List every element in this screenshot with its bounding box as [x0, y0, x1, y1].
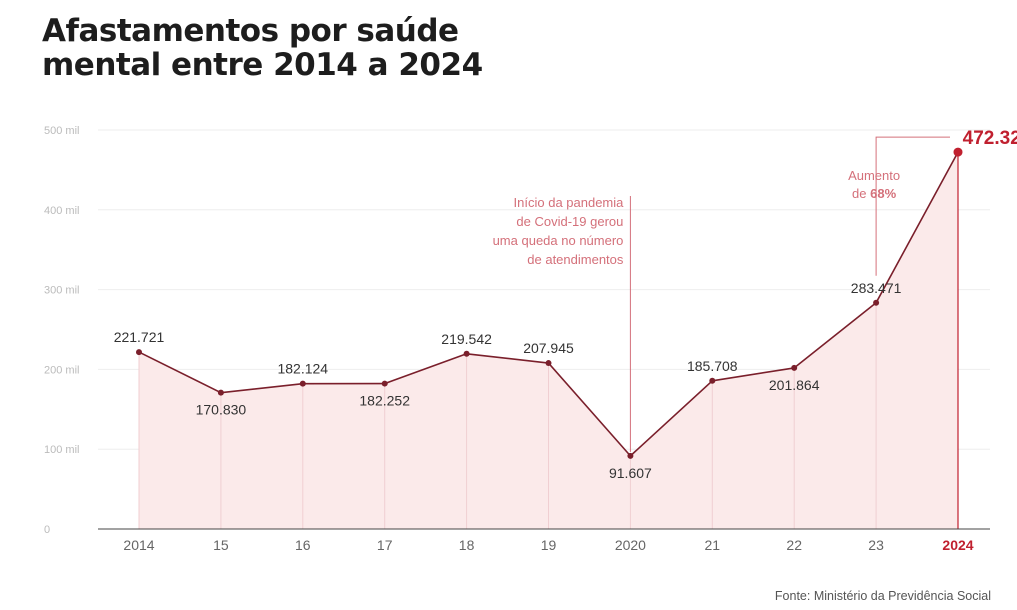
x-tick-label-21: 21	[705, 537, 721, 553]
area-fill	[139, 152, 958, 529]
chart-title-line-2: mental entre 2014 a 2024	[42, 47, 483, 83]
y-tick-label-2: 200 mil	[44, 364, 79, 376]
increase-label-line-0: Aumento	[848, 168, 900, 183]
data-point-18	[463, 350, 470, 357]
x-tick-label-2024: 2024	[942, 537, 973, 553]
data-label-2020: 91.607	[609, 465, 652, 481]
data-point-15	[217, 389, 224, 396]
y-tick-label-1: 100 mil	[44, 444, 79, 456]
y-tick-label-5: 500 mil	[44, 125, 79, 137]
data-label-15: 170.830	[196, 402, 247, 418]
data-point-21	[709, 377, 716, 384]
data-point-2020	[627, 452, 634, 459]
data-label-23: 283.471	[851, 280, 902, 296]
x-tick-label-16: 16	[295, 537, 311, 553]
x-tick-label-18: 18	[459, 537, 475, 553]
data-label-21: 185.708	[687, 358, 738, 374]
x-tick-label-2014: 2014	[123, 537, 154, 553]
data-label-17: 182.252	[359, 393, 410, 409]
data-point-17	[381, 380, 388, 387]
data-point-2024	[953, 147, 963, 157]
annotation-0-line-3: de atendimentos	[527, 252, 624, 267]
annotation-0-line-2: uma queda no número	[493, 233, 624, 248]
y-tick-label-0: 0	[44, 524, 50, 536]
data-label-19: 207.945	[523, 340, 574, 356]
data-point-2014	[136, 349, 142, 356]
x-tick-label-17: 17	[377, 537, 393, 553]
data-label-22: 201.864	[769, 377, 820, 393]
data-point-19	[545, 360, 552, 367]
chart-title-line-1: Afastamentos por saúde	[42, 13, 459, 49]
annotation-0-line-1: de Covid-19 gerou	[516, 214, 623, 229]
x-tick-label-19: 19	[541, 537, 557, 553]
chart-title: Afastamentos por saúde mental entre 2014…	[42, 14, 483, 82]
data-label-2024: 472.328	[963, 128, 1017, 149]
data-point-16	[299, 380, 306, 387]
increase-label-line-1: de 68%	[852, 186, 897, 201]
x-tick-label-22: 22	[786, 537, 802, 553]
x-tick-label-15: 15	[213, 537, 229, 553]
y-tick-label-4: 400 mil	[44, 205, 79, 217]
x-tick-label-2020: 2020	[615, 537, 646, 553]
increase-label-prefix: de	[852, 186, 870, 201]
data-point-23	[873, 299, 880, 306]
x-tick-label-23: 23	[868, 537, 884, 553]
data-label-16: 182.124	[277, 361, 328, 377]
data-point-22	[791, 364, 798, 371]
data-label-2014: 221.721	[114, 329, 165, 345]
y-tick-label-3: 300 mil	[44, 285, 79, 297]
data-label-18: 219.542	[441, 331, 492, 347]
source-note: Fonte: Ministério da Previdência Social	[774, 589, 991, 603]
increase-percent: 68%	[870, 186, 896, 201]
increase-bracket	[875, 136, 950, 276]
annotation-0-line-0: Início da pandemia	[514, 195, 625, 210]
